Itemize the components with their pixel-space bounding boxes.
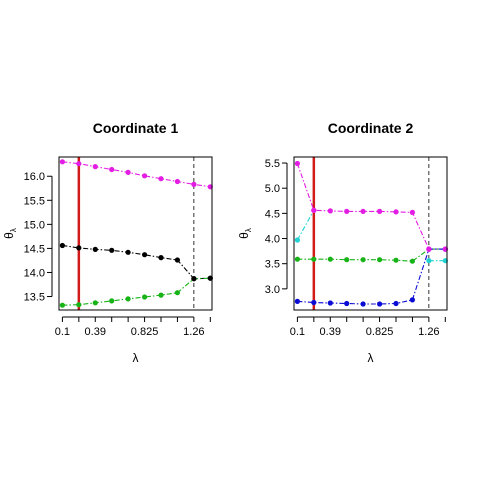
chart-1-series-2-point <box>109 247 115 253</box>
chart-1-series-1-point <box>142 173 148 179</box>
chart-2-series-1-point <box>409 209 415 215</box>
chart-1-series-1-point <box>59 159 65 165</box>
chart-2-x-tick-label: 1.26 <box>418 326 439 338</box>
chart-2-series-1-point <box>393 209 399 215</box>
chart-2-y-tick-label: 3.0 <box>265 284 280 296</box>
chart-2-y-tick-label: 3.5 <box>265 259 280 271</box>
chart-1-series-1-point <box>92 164 98 170</box>
chart-2-series-1-point <box>344 208 350 214</box>
chart-2-series-5-point <box>409 297 415 303</box>
chart-1-x-tick-label: 1.26 <box>183 326 204 338</box>
chart-1-series-1-point <box>191 181 197 187</box>
chart-1-y-axis-label-subscript: λ <box>9 228 18 232</box>
chart-1-series-3-point <box>76 302 82 308</box>
chart-1-series-3-point <box>59 302 65 308</box>
chart-1-y-axis-label-theta: θ <box>2 232 16 239</box>
chart-2-y-tick-label: 4.5 <box>265 208 280 220</box>
chart-1-y-tick-label: 13.5 <box>24 292 45 304</box>
chart-1-series-1-point <box>109 166 115 173</box>
chart-2-y-tick-label: 5.5 <box>265 158 280 170</box>
chart-2-y-tick-label: 4.0 <box>265 234 280 246</box>
chart-2-y-axis-label-theta: θ <box>237 232 251 239</box>
chart-1-series-3-point <box>109 298 115 304</box>
chart-1-series-1-point <box>158 176 164 182</box>
chart-2-series-1-point <box>294 160 300 167</box>
chart-1-series-1-line <box>62 161 211 188</box>
chart-1-series-2-point <box>125 249 131 255</box>
chart-1-series-3-point <box>142 294 148 300</box>
chart-2-series-5-line <box>297 248 446 305</box>
chart-2-x-tick-label: 0.1 <box>290 326 305 338</box>
chart-1-y-tick-label: 16.0 <box>24 171 45 183</box>
chart-2-series-5-point <box>294 298 300 304</box>
chart-2-series-4-point <box>393 257 399 263</box>
chart-2-series-4-point <box>360 257 366 263</box>
chart-1-series-3-point <box>158 292 164 298</box>
chart-2-series-1-point <box>327 208 333 214</box>
chart-1-x-tick-label: 0.1 <box>55 326 70 338</box>
chart-1-x-tick-label: 0.825 <box>131 326 159 338</box>
chart-2-series-4-point <box>294 256 300 262</box>
chart-1-series-2-point <box>158 255 164 261</box>
chart-2-series-2-point <box>311 207 317 213</box>
chart-1-x-tick-label: 0.39 <box>85 326 106 338</box>
chart-1-series-1-point <box>76 161 82 167</box>
chart-1-series-2-point <box>142 252 148 258</box>
chart-2-y-axis-label: θλ <box>237 228 253 239</box>
chart-2-series-4-point <box>409 258 415 264</box>
chart-2-series-4-point <box>311 256 317 262</box>
chart-2-series-5-point <box>393 300 399 307</box>
chart-2-series-4-point <box>327 256 333 262</box>
chart-1-series-3-line <box>62 277 211 306</box>
chart-1-series-3-point <box>92 300 98 306</box>
chart-2-series-5-point <box>344 300 350 307</box>
chart-2-series-3-point <box>426 258 432 264</box>
chart-2-series-1-point <box>360 208 366 214</box>
coordinate-1-panel: Coordinate 1 0.1 0.39 0.825 1.26 13.5 14.0 14.5… <box>2 120 213 365</box>
chart-1-series-2-point <box>92 246 98 252</box>
chart-1-y-axis-label: θλ <box>2 228 18 239</box>
chart-2-series-5-point <box>426 246 432 252</box>
chart-1-series-3-point <box>191 276 197 282</box>
chart-2-series-1-line <box>296 163 446 250</box>
chart-1-y-tick-label: 15.5 <box>24 195 45 207</box>
chart-2-series-4-point <box>344 257 350 263</box>
chart-1-plot-frame <box>58 156 213 311</box>
chart-1-series-1-point <box>125 169 131 175</box>
chart-1-y-tick-label: 14.5 <box>24 243 45 255</box>
chart-2-series-2-line <box>296 210 315 241</box>
chart-2-series-2-point <box>294 237 300 243</box>
chart-1-series-2-point <box>76 245 82 251</box>
chart-2-x-tick-label: 0.825 <box>366 326 394 338</box>
coordinate-2-panel: Coordinate 2 0.1 0.39 0.825 1.26 3.0 3.5 4.0 4.5… <box>237 120 448 365</box>
chart-1-x-axis-label: λ <box>133 351 139 365</box>
chart-1-series-2-point <box>174 257 180 263</box>
chart-2-series-4-line <box>297 248 446 262</box>
chart-1-title: Coordinate 1 <box>93 120 179 136</box>
chart-2-series-5-point <box>377 301 383 307</box>
chart-1-series-3-point <box>125 296 131 302</box>
chart-1-y-tick-label: 15.0 <box>24 219 45 231</box>
chart-2-series-5-point <box>327 300 333 306</box>
chart-1-series-1-point <box>174 178 180 185</box>
chart-2-y-tick-label: 5.0 <box>265 183 280 195</box>
chart-2-series-5-point <box>311 299 317 306</box>
chart-2-series-5-point <box>360 301 366 307</box>
chart-1-series-2-line <box>62 244 211 280</box>
chart-2-title: Coordinate 2 <box>328 120 414 136</box>
chart-1-y-tick-label: 14.0 <box>24 267 45 279</box>
chart-1-series-3-point <box>174 290 180 296</box>
chart-2-x-tick-label: 0.39 <box>320 326 341 338</box>
chart-2-x-axis-label: λ <box>368 351 374 365</box>
chart-2-y-axis-label-subscript: λ <box>244 228 253 232</box>
chart-2-plot-frame <box>293 156 448 311</box>
chart-1-series-2-point <box>59 242 65 249</box>
chart-2-series-1-point <box>377 208 383 214</box>
chart-2-series-4-point <box>377 257 383 263</box>
